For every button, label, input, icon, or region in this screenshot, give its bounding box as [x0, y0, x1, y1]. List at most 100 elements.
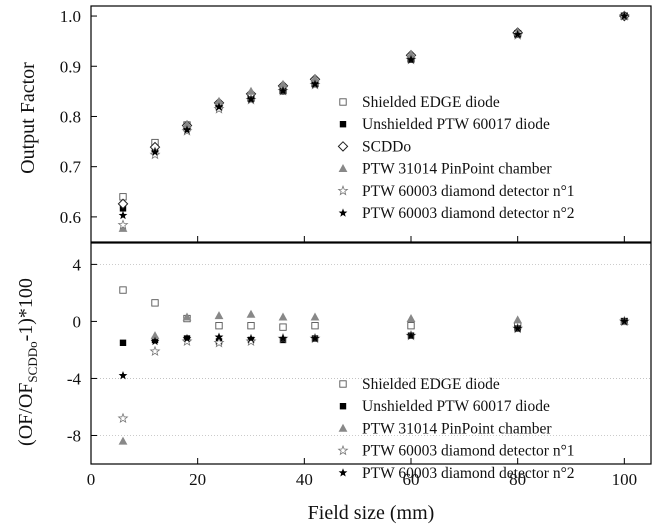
top-point-ptw-31014-pinpoint-chamber: [310, 73, 320, 82]
bottom-point-shielded-edge-diode: [247, 322, 255, 330]
top-legend-label: Unshielded PTW 60017 diode: [362, 116, 550, 133]
bottom-point-ptw-60003-diamond-detector-n-2: [310, 333, 320, 343]
top-point-ptw-31014-pinpoint-chamber: [246, 86, 256, 95]
bottom-legend-label: PTW 60003 diamond detector n°2: [362, 465, 575, 482]
top-y-tick-label: 1.0: [60, 7, 81, 26]
bottom-point-ptw-60003-diamond-detector-n-2: [118, 371, 128, 380]
bottom-point-ptw-60003-diamond-detector-n-1: [245, 335, 257, 347]
bottom-point-ptw-60003-diamond-detector-n-1: [181, 335, 193, 347]
bottom-x-tick-label: 20: [189, 470, 206, 489]
bottom-legend-label: PTW 60003 diamond detector n°1: [362, 443, 575, 460]
bottom-point-ptw-60003-diamond-detector-n-2: [619, 316, 629, 326]
top-legend-label: SCDDo: [362, 138, 411, 155]
top-point-ptw-31014-pinpoint-chamber: [278, 79, 288, 88]
bottom-legend-label: Unshielded PTW 60017 diode: [362, 398, 550, 415]
top-point-ptw-60003-diamond-detector-n-2: [182, 125, 192, 134]
top-point-ptw-60003-diamond-detector-n-2: [513, 30, 523, 39]
bottom-x-tick-label: 80: [509, 470, 526, 489]
top-legend-marker: [339, 121, 347, 128]
bottom-x-tick-label: 0: [87, 470, 96, 489]
top-y-tick-label: 0.8: [60, 107, 81, 126]
bottom-point-ptw-31014-pinpoint-chamber: [118, 436, 128, 445]
top-panel: 0.6 0.7 0.8 0.9 1.0 Shielded EDGE diode Unshie…: [60, 5, 652, 243]
bottom-point-ptw-31014-pinpoint-chamber: [310, 312, 320, 321]
top-point-ptw-60003-diamond-detector-n-2: [150, 147, 160, 156]
top-y-tick-label: 0.6: [60, 208, 81, 227]
top-point-ptw-60003-diamond-detector-n-2: [118, 210, 128, 220]
bottom-point-unshielded-ptw-60017-diode: [119, 339, 127, 347]
top-point-scddo: [117, 198, 129, 210]
bottom-y-tick-label: 4: [73, 255, 82, 274]
bottom-point-ptw-60003-diamond-detector-n-2: [246, 333, 256, 343]
bottom-point-ptw-60003-diamond-detector-n-1: [149, 345, 161, 357]
top-y-axis-title: Output Factor: [17, 62, 39, 174]
bottom-point-shielded-edge-diode: [279, 323, 287, 331]
bottom-point-shielded-edge-diode: [311, 322, 319, 330]
top-point-ptw-31014-pinpoint-chamber: [118, 223, 128, 232]
bottom-y-axis-title-subscript: SCDDo: [25, 341, 40, 382]
bottom-x-tick-label: 60: [403, 470, 420, 489]
top-point-ptw-60003-diamond-detector-n-1: [149, 148, 161, 160]
bottom-plot-frame: [90, 242, 652, 465]
bottom-legend-label: PTW 31014 PinPoint chamber: [362, 420, 552, 437]
bottom-point-ptw-31014-pinpoint-chamber: [214, 311, 224, 320]
bottom-legend-marker: [338, 468, 348, 477]
top-legend-label: PTW 31014 PinPoint chamber: [362, 161, 552, 178]
bottom-x-tick-label: 100: [612, 470, 638, 489]
top-legend-marker: [338, 164, 348, 172]
top-point-ptw-60003-diamond-detector-n-2: [246, 94, 256, 104]
top-plot-frame: [90, 5, 652, 243]
top-point-ptw-60003-diamond-detector-n-2: [310, 79, 320, 89]
top-legend-label: Shielded EDGE diode: [362, 94, 500, 111]
bottom-point-ptw-31014-pinpoint-chamber: [278, 312, 288, 321]
bottom-point-shielded-edge-diode: [215, 322, 223, 330]
bottom-y-axis-title-main: (OF/OF: [15, 383, 37, 446]
top-legend-label: PTW 60003 diamond detector n°1: [362, 183, 575, 200]
bottom-legend-marker: [338, 423, 348, 432]
top-legend-marker: [337, 185, 349, 196]
bottom-point-ptw-60003-diamond-detector-n-2: [214, 332, 224, 341]
top-point-ptw-60003-diamond-detector-n-2: [278, 86, 288, 95]
bottom-point-ptw-60003-diamond-detector-n-2: [513, 323, 523, 333]
bottom-point-ptw-31014-pinpoint-chamber: [182, 312, 192, 321]
bottom-point-ptw-60003-diamond-detector-n-2: [182, 333, 192, 343]
bottom-point-ptw-60003-diamond-detector-n-2: [406, 331, 416, 340]
bottom-legend-marker: [337, 444, 349, 456]
bottom-point-ptw-31014-pinpoint-chamber: [150, 331, 160, 340]
top-legend-marker: [337, 141, 349, 152]
top-point-ptw-31014-pinpoint-chamber: [406, 49, 416, 58]
bottom-legend-marker: [339, 403, 347, 410]
top-point-ptw-31014-pinpoint-chamber: [182, 119, 192, 128]
x-axis-title: Field size (mm): [308, 502, 435, 524]
top-point-ptw-60003-diamond-detector-n-2: [406, 55, 416, 64]
top-y-tick-label: 0.9: [60, 57, 81, 76]
bottom-y-tick-label: 0: [73, 312, 82, 331]
bottom-point-ptw-31014-pinpoint-chamber: [406, 313, 416, 322]
bottom-point-ptw-31014-pinpoint-chamber: [246, 309, 256, 318]
bottom-point-ptw-60003-diamond-detector-n-1: [213, 337, 225, 348]
top-y-tick-label: 0.7: [60, 158, 82, 177]
top-legend-marker: [338, 208, 348, 217]
bottom-point-shielded-edge-diode: [151, 299, 159, 307]
top-legend-label: PTW 60003 diamond detector n°2: [362, 205, 575, 222]
bottom-point-ptw-60003-diamond-detector-n-1: [117, 412, 129, 424]
bottom-point-ptw-31014-pinpoint-chamber: [513, 315, 523, 324]
bottom-point-ptw-60003-diamond-detector-n-2: [150, 336, 160, 346]
top-point-ptw-60003-diamond-detector-n-2: [214, 102, 224, 111]
bottom-point-ptw-60003-diamond-detector-n-2: [278, 333, 288, 343]
bottom-x-tick-label: 40: [296, 470, 313, 489]
bottom-point-shielded-edge-diode: [407, 322, 415, 330]
bottom-legend-label: Shielded EDGE diode: [362, 376, 500, 393]
top-point-ptw-60003-diamond-detector-n-2: [619, 11, 629, 20]
bottom-y-axis-title-tail: -1)*100: [15, 278, 37, 341]
bottom-y-tick-label: -4: [67, 369, 82, 388]
bottom-y-axis-title: (OF/OFSCDDo-1)*100: [15, 278, 40, 446]
top-point-ptw-31014-pinpoint-chamber: [214, 96, 224, 105]
top-legend-marker: [339, 98, 347, 106]
bottom-point-shielded-edge-diode: [119, 286, 127, 294]
bottom-legend-marker: [339, 380, 347, 388]
bottom-y-tick-label: -8: [67, 426, 81, 445]
top-point-ptw-60003-diamond-detector-n-1: [117, 219, 129, 230]
